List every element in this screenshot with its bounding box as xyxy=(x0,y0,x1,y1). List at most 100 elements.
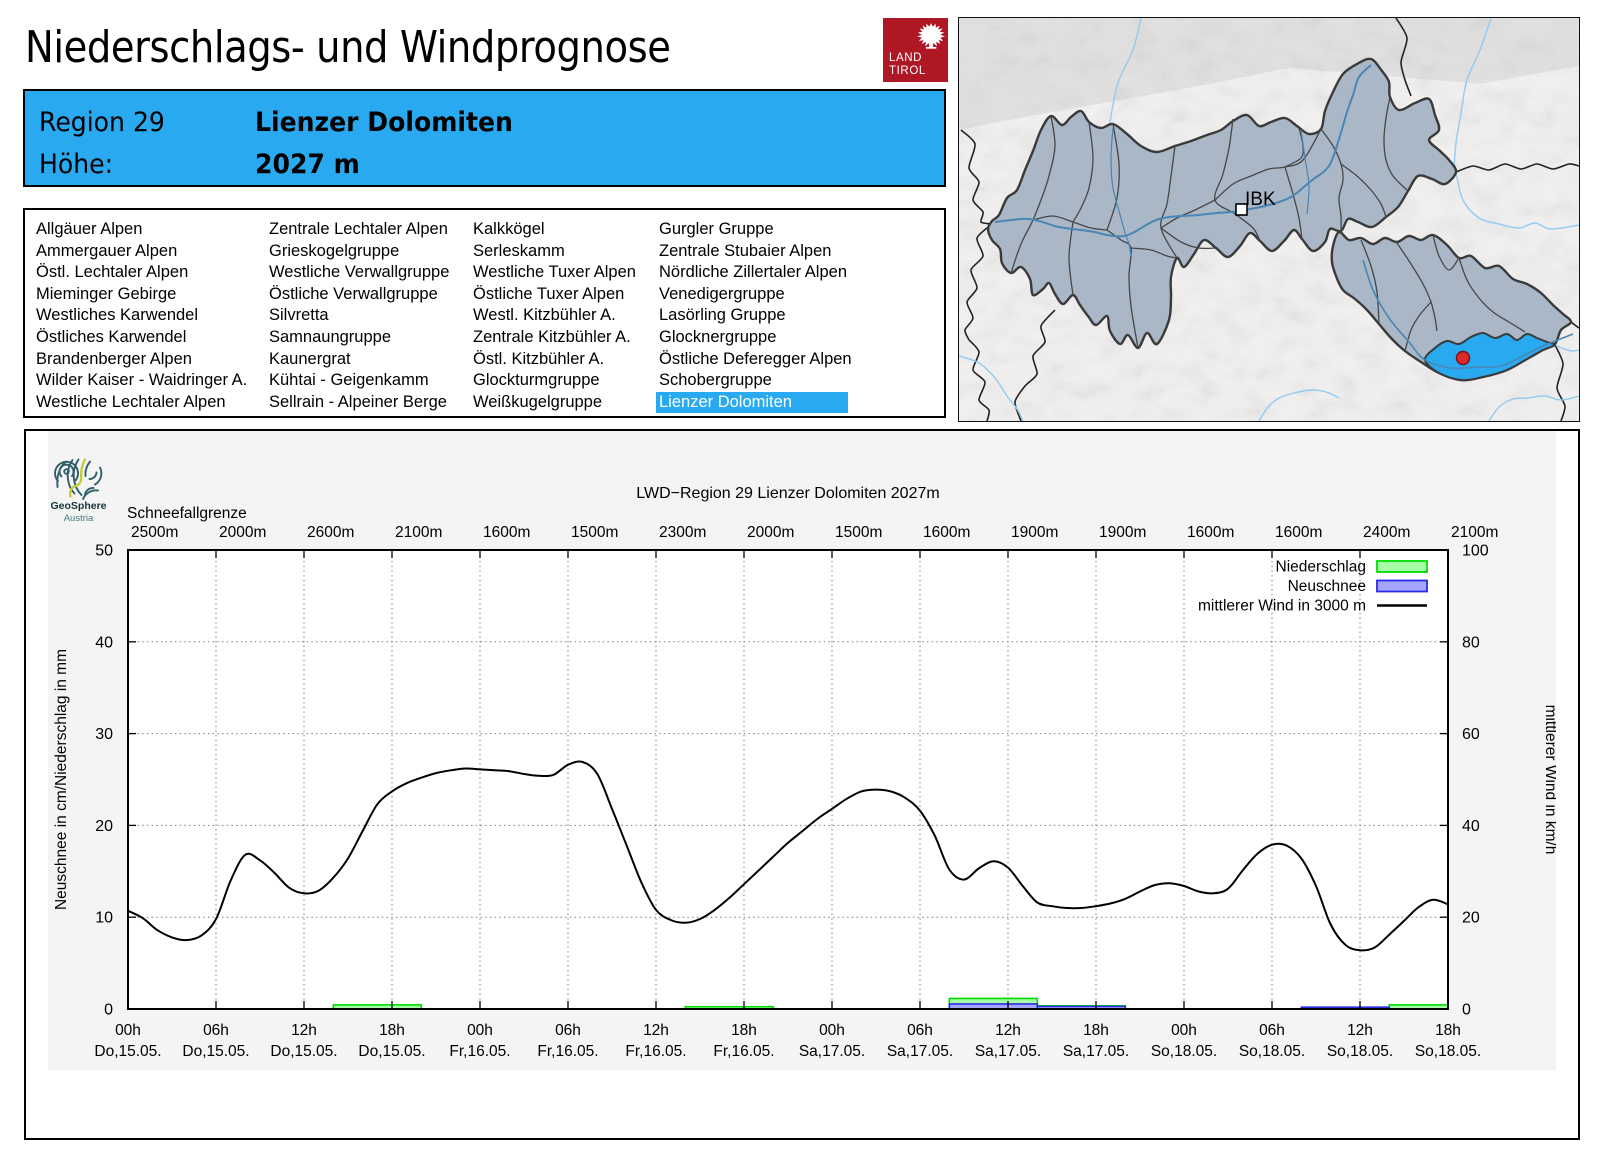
snowline-value: 1500m xyxy=(835,524,882,541)
y2-axis-title: mittlerer Wind in km/h xyxy=(1542,705,1556,855)
legend-swatch xyxy=(1376,560,1428,573)
region-list-item[interactable]: Schobergruppe xyxy=(659,371,772,390)
region-list-item[interactable]: Kühtai - Geigenkamm xyxy=(269,371,429,390)
region-list-item[interactable]: Östl. Kitzbühler A. xyxy=(473,349,605,368)
region-list-item[interactable]: Silvretta xyxy=(269,306,329,325)
region-list-item[interactable]: Mieminger Gebirge xyxy=(36,284,177,303)
x-tick-date: Do,15.05. xyxy=(94,1043,161,1060)
x-tick-date: Sa,17.05. xyxy=(799,1043,865,1060)
region-list-item[interactable]: Serleskamm xyxy=(473,241,565,260)
y2-axis-labels: 0 20 40 60 80 100 xyxy=(1462,543,1489,1019)
x-axis-labels: 00h Do,15.05. 06h Do,15.05. 12h Do,15.05. 18h D… xyxy=(94,1022,1481,1060)
land-tirol-logo-text: LAND TIROL xyxy=(889,52,926,77)
x-tick-hour: 12h xyxy=(1347,1022,1373,1039)
region-list-item[interactable]: Kaunergrat xyxy=(269,349,351,368)
y-tick-label: 40 xyxy=(95,634,113,651)
forecast-chart: GeoSphere Austria LWD−Region 29 Lienzer … xyxy=(48,431,1556,1070)
region-list-item[interactable]: Glockturmgruppe xyxy=(473,371,600,390)
region-list-column-3: Kalkkögel Serleskamm Westliche Tuxer Alpen… xyxy=(470,219,653,413)
page-title: Niederschlags- und Windprognose xyxy=(25,22,671,73)
grid-lines xyxy=(128,550,1448,1009)
region-list-item[interactable]: Östliche Verwallgruppe xyxy=(269,284,438,303)
x-tick-date: So,18.05. xyxy=(1151,1043,1217,1060)
region-list-item[interactable]: Zentrale Lechtaler Alpen xyxy=(269,220,448,238)
region-list-item[interactable]: Samnaungruppe xyxy=(269,327,392,346)
chart-title: LWD−Region 29 Lienzer Dolomiten 2027m xyxy=(636,485,939,502)
map-rivers xyxy=(958,17,1580,422)
region-list-item[interactable]: Westliche Lechtaler Alpen xyxy=(36,392,226,411)
y-tick-label: 50 xyxy=(95,543,113,560)
region-list-item[interactable]: Östliche Deferegger Alpen xyxy=(659,349,852,368)
region-list-item[interactable]: Venedigergruppe xyxy=(659,284,785,303)
y-axis-title: Neuschnee in cm/Niederschlag in mm xyxy=(53,649,70,910)
region-list-item[interactable]: Ammergauer Alpen xyxy=(36,241,178,260)
altitude-value: 2027 m xyxy=(255,149,360,180)
y2-tick-label: 60 xyxy=(1462,726,1480,743)
region-list-item[interactable]: Glocknergruppe xyxy=(659,327,777,346)
x-tick-hour: 12h xyxy=(995,1022,1021,1039)
snowline-label: Schneefallgrenze xyxy=(127,505,247,522)
x-tick-hour: 00h xyxy=(467,1022,493,1039)
x-tick-hour: 18h xyxy=(1083,1022,1109,1039)
snowline-value: 1900m xyxy=(1011,524,1058,541)
region-list-item-selected[interactable]: Lienzer Dolomiten xyxy=(656,391,848,414)
x-tick-hour: 06h xyxy=(555,1022,581,1039)
region-list-item[interactable]: Lasörling Gruppe xyxy=(659,306,786,325)
x-tick-hour: 12h xyxy=(643,1022,669,1039)
region-list-item[interactable]: Brandenberger Alpen xyxy=(36,349,192,368)
x-tick-hour: 00h xyxy=(115,1022,141,1039)
region-list-item[interactable]: Wilder Kaiser - Waidringer A. xyxy=(36,371,248,390)
x-tick-date: Fr,16.05. xyxy=(537,1043,598,1060)
region-name: Lienzer Dolomiten xyxy=(255,107,513,138)
y-tick-label: 0 xyxy=(104,1002,113,1019)
svg-text:Austria: Austria xyxy=(64,513,94,524)
x-tick-date: Do,15.05. xyxy=(358,1043,425,1060)
forecast-chart-panel: GeoSphere Austria LWD−Region 29 Lienzer … xyxy=(24,429,1580,1140)
region-list-item[interactable]: Östliches Karwendel xyxy=(36,327,187,346)
region-list-item[interactable]: Westliche Tuxer Alpen xyxy=(473,263,636,282)
region-list-column-1: Allgäuer Alpen Ammergauer Alpen Östl. Lech… xyxy=(33,219,259,413)
snowline-value: 1600m xyxy=(1187,524,1234,541)
land-tirol-logo: LAND TIROL xyxy=(883,18,948,82)
tirol-eagle-icon xyxy=(917,23,945,49)
x-tick-hour: 12h xyxy=(291,1022,317,1039)
snowline-value: 1600m xyxy=(923,524,970,541)
y2-tick-label: 100 xyxy=(1462,543,1489,560)
station-marker-dot xyxy=(1455,350,1471,366)
legend-label: Niederschlag xyxy=(1276,559,1366,576)
x-tick-hour: 06h xyxy=(907,1022,933,1039)
logo-word-tirol: TIROL xyxy=(889,64,926,77)
x-tick-date: Fr,16.05. xyxy=(713,1043,774,1060)
region-list-item[interactable]: Östliche Tuxer Alpen xyxy=(473,284,625,303)
plot-border xyxy=(127,549,1449,1010)
region-list-item[interactable]: Westliches Karwendel xyxy=(36,306,199,325)
x-tick-date: Do,15.05. xyxy=(270,1043,337,1060)
region-list-item[interactable]: Kalkkögel xyxy=(473,220,545,238)
region-list-item[interactable]: Westl. Kitzbühler A. xyxy=(473,306,616,325)
plot-area xyxy=(128,550,1448,1009)
region-list-item[interactable]: Weißkugelgruppe xyxy=(473,392,603,411)
snowline-value: 1900m xyxy=(1099,524,1146,541)
snowline-value: 2400m xyxy=(1363,524,1410,541)
y2-tick-label: 40 xyxy=(1462,818,1480,835)
snowline-value: 2300m xyxy=(659,524,706,541)
region-list-item[interactable]: Zentrale Stubaier Alpen xyxy=(659,241,832,260)
x-tick-hour: 00h xyxy=(819,1022,845,1039)
region-list-column-2: Zentrale Lechtaler Alpen Grieskogelgruppe… xyxy=(266,219,463,413)
region-banner: Region 29 Lienzer Dolomiten Höhe: 2027 m xyxy=(23,89,946,187)
legend-swatch xyxy=(1376,579,1428,593)
region-list-item[interactable]: Allgäuer Alpen xyxy=(36,220,143,238)
x-tick-date: Fr,16.05. xyxy=(449,1043,510,1060)
logo-word-land: LAND xyxy=(889,52,923,64)
y-tick-label: 20 xyxy=(95,818,113,835)
region-list-item[interactable]: Zentrale Kitzbühler A. xyxy=(473,327,631,346)
region-list-item[interactable]: Gurgler Gruppe xyxy=(659,220,774,238)
snowline-value: 2600m xyxy=(307,524,354,541)
region-list-item[interactable]: Sellrain - Alpeiner Berge xyxy=(269,392,447,411)
region-list-item[interactable]: Östl. Lechtaler Alpen xyxy=(36,263,189,282)
region-list-item[interactable]: Westliche Verwallgruppe xyxy=(269,263,450,282)
x-tick-hour: 18h xyxy=(731,1022,757,1039)
region-list-item[interactable]: Nördliche Zillertaler Alpen xyxy=(659,263,848,282)
region-list-item[interactable]: Grieskogelgruppe xyxy=(269,241,400,260)
x-tick-hour: 18h xyxy=(379,1022,405,1039)
